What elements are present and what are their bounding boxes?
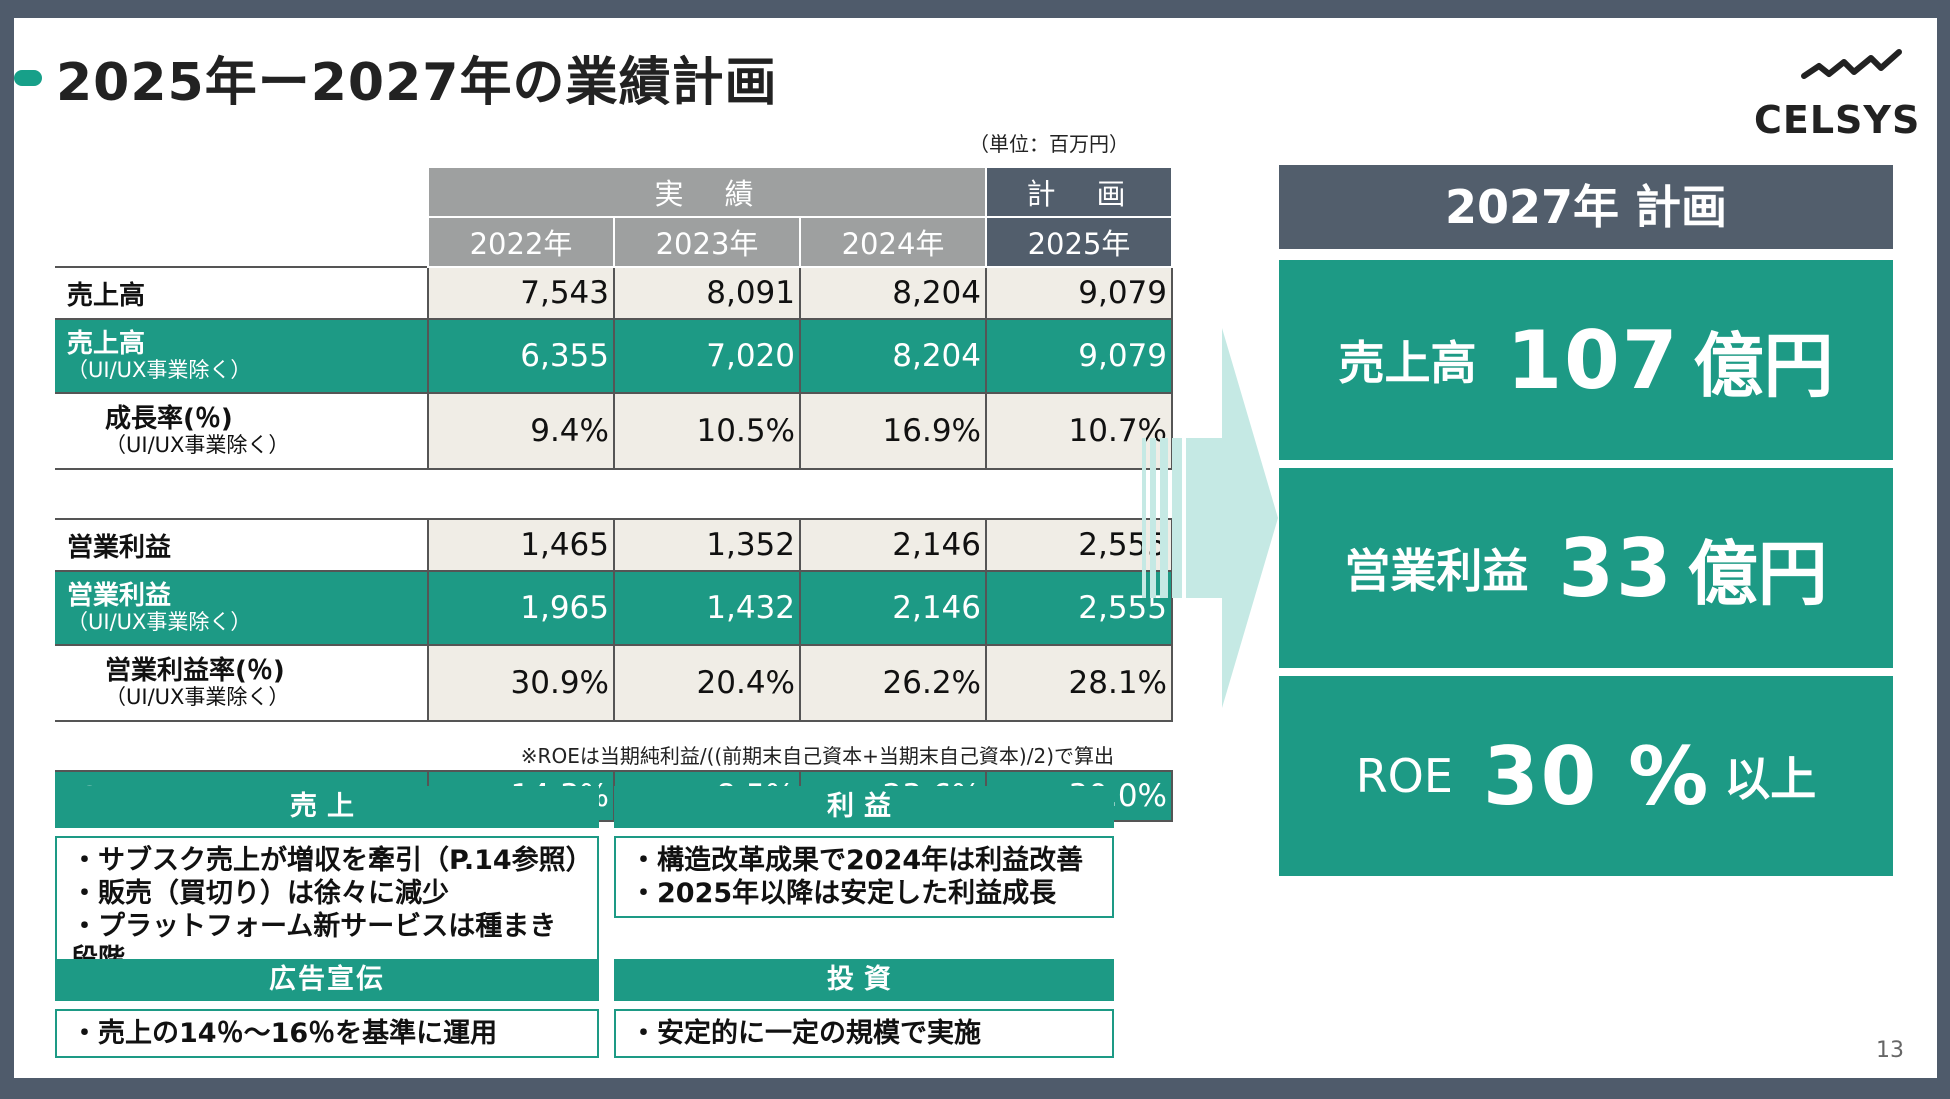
- row-label-sub: （UI/UX事業除く）: [105, 433, 290, 457]
- cell: 8,091: [613, 266, 801, 320]
- card-label: 売上高: [1338, 336, 1477, 390]
- cell: 30.9%: [427, 644, 615, 722]
- header-year: 2025年: [985, 216, 1173, 268]
- plan-card-roe: ROE 30 % 以上: [1279, 676, 1893, 876]
- box-title: 売上: [55, 786, 599, 828]
- card-value: 107: [1506, 313, 1680, 407]
- box-title: 投資: [614, 959, 1114, 1001]
- cell: 28.1%: [985, 644, 1173, 722]
- cell: 2,555: [985, 570, 1173, 646]
- row-label-main: 成長率(％): [105, 404, 233, 434]
- cell: 2,146: [799, 518, 987, 572]
- card-unit: 億円: [1693, 324, 1834, 407]
- table-row: 営業利益率(％) （UI/UX事業除く） 30.9% 20.4% 26.2% 2…: [55, 644, 1173, 722]
- profit-box: 利益 ・構造改革成果で2024年は利益改善 ・2025年以降は安定した利益成長: [614, 786, 1114, 918]
- cell: 1,465: [427, 518, 615, 572]
- card-value: 33: [1558, 521, 1674, 615]
- cell: 1,352: [613, 518, 801, 572]
- box-line: ・2025年以降は安定した利益成長: [630, 878, 1057, 909]
- page-number: 13: [1876, 1038, 1904, 1063]
- row-label: 営業利益: [55, 518, 428, 572]
- cell: 10.7%: [985, 392, 1173, 470]
- cell: 1,965: [427, 570, 615, 646]
- arrow-right-icon: [1142, 328, 1278, 708]
- table-header-years: 2022年 2023年 2024年 2025年: [55, 216, 1173, 268]
- cell: 7,020: [613, 318, 801, 394]
- celsys-logo: CELSYS: [1754, 46, 1924, 146]
- logo-text: CELSYS: [1754, 98, 1921, 142]
- logo-mark-icon: [1801, 49, 1902, 79]
- plan-2027-header: 2027年 計画: [1279, 165, 1893, 249]
- table-row: 売上高 7,543 8,091 8,204 9,079: [55, 266, 1173, 320]
- row-label-main: 営業利益: [67, 581, 172, 611]
- unit-label: （単位：百万円）: [969, 132, 1129, 156]
- title-accent: [14, 70, 42, 86]
- sales-box: 売上 ・サブスク売上が増収を牽引（P.14参照） ・販売（買切り）は徐々に減少 …: [55, 786, 599, 984]
- performance-table: 実 績 計 画 2022年 2023年 2024年 2025年 売上高 7,54…: [55, 166, 1173, 822]
- plan-card-sales: 売上高 107 億円: [1279, 260, 1893, 460]
- card-label: 営業利益: [1344, 544, 1529, 598]
- table-row: 成長率(％) （UI/UX事業除く） 9.4% 10.5% 16.9% 10.7…: [55, 392, 1173, 470]
- cell: 9,079: [985, 266, 1173, 320]
- table-row: 営業利益 1,465 1,352 2,146 2,555: [55, 518, 1173, 572]
- cell: 20.4%: [613, 644, 801, 722]
- card-unit: 以上: [1724, 752, 1817, 806]
- card-unit: 億円: [1687, 532, 1828, 615]
- box-body: ・売上の14％～16％を基準に運用: [55, 1009, 599, 1058]
- row-label-sub: （UI/UX事業除く）: [67, 610, 252, 634]
- box-line: ・プラットフォーム新サービスは種まき段階: [71, 911, 557, 975]
- row-label-main: 営業利益率(％): [105, 656, 285, 686]
- box-body: ・安定的に一定の規模で実施: [614, 1009, 1114, 1058]
- box-title: 広告宣伝: [55, 959, 599, 1001]
- box-line: ・安定的に一定の規模で実施: [630, 1018, 981, 1049]
- box-line: ・売上の14％～16％を基準に運用: [71, 1018, 498, 1049]
- row-label: 営業利益 （UI/UX事業除く）: [55, 570, 428, 646]
- card-label: ROE: [1355, 749, 1453, 803]
- page-title: 2025年ー2027年の業績計画: [56, 53, 778, 113]
- row-label-sub: （UI/UX事業除く）: [67, 358, 252, 382]
- row-label: 売上高: [55, 266, 428, 320]
- box-line: ・構造改革成果で2024年は利益改善: [630, 845, 1084, 876]
- box-body: ・構造改革成果で2024年は利益改善 ・2025年以降は安定した利益成長: [614, 836, 1114, 918]
- cell: 26.2%: [799, 644, 987, 722]
- cell: 16.9%: [799, 392, 987, 470]
- cell: 9,079: [985, 318, 1173, 394]
- box-body: ・サブスク売上が増収を牽引（P.14参照） ・販売（買切り）は徐々に減少 ・プラ…: [55, 836, 599, 984]
- header-plan: 計 画: [985, 166, 1173, 218]
- roe-footnote: ※ROEは当期純利益/((前期末自己資本+当期末自己資本)/2)で算出: [520, 744, 1114, 768]
- slide: 2025年ー2027年の業績計画 CELSYS （単位：百万円） 実 績 計 画…: [14, 18, 1937, 1078]
- row-label-main: 売上高: [67, 329, 146, 359]
- plan-card-operating-profit: 営業利益 33 億円: [1279, 468, 1893, 668]
- cell: 2,146: [799, 570, 987, 646]
- header-year: 2022年: [427, 216, 615, 268]
- advertising-box: 広告宣伝 ・売上の14％～16％を基準に運用: [55, 959, 599, 1058]
- cell: 8,204: [799, 318, 987, 394]
- row-label: 売上高 （UI/UX事業除く）: [55, 318, 428, 394]
- box-line: ・販売（買切り）は徐々に減少: [71, 878, 449, 909]
- table-gap: [55, 721, 1172, 771]
- cell: 8,204: [799, 266, 987, 320]
- row-label: 営業利益率(％) （UI/UX事業除く）: [55, 644, 428, 722]
- table-header-group: 実 績 計 画: [55, 166, 1173, 218]
- cell: 6,355: [427, 318, 615, 394]
- header-year: 2024年: [799, 216, 987, 268]
- cell: 9.4%: [427, 392, 615, 470]
- row-label: 成長率(％) （UI/UX事業除く）: [55, 392, 428, 470]
- investment-box: 投資 ・安定的に一定の規模で実施: [614, 959, 1114, 1058]
- cell: 7,543: [427, 266, 615, 320]
- box-title: 利益: [614, 786, 1114, 828]
- table-row: 営業利益 （UI/UX事業除く） 1,965 1,432 2,146 2,555: [55, 570, 1173, 646]
- table-row: 売上高 （UI/UX事業除く） 6,355 7,020 8,204 9,079: [55, 318, 1173, 394]
- header-year: 2023年: [613, 216, 801, 268]
- header-actual: 実 績: [427, 166, 987, 218]
- card-value: 30 %: [1482, 729, 1711, 823]
- cell: 1,432: [613, 570, 801, 646]
- table-gap: [55, 469, 1172, 519]
- cell: 10.5%: [613, 392, 801, 470]
- box-line: ・サブスク売上が増収を牽引（P.14参照）: [71, 845, 593, 876]
- row-label-sub: （UI/UX事業除く）: [105, 685, 290, 709]
